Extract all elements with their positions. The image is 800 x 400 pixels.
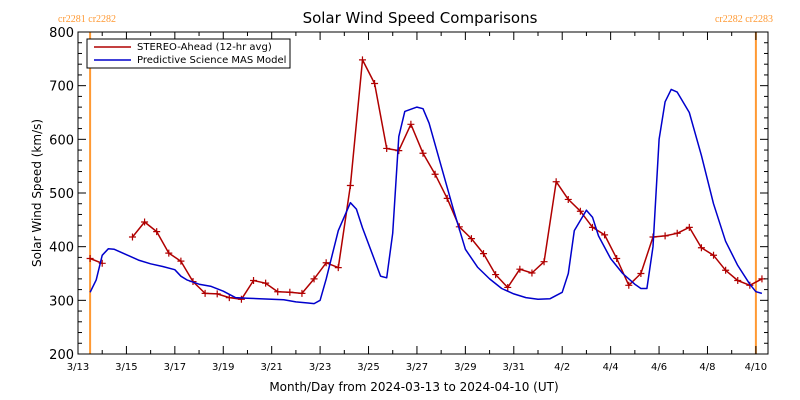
series-1-point-2-9 [225, 294, 233, 302]
y-tick-label-600: 600 [49, 133, 74, 148]
series-1-point-2-33 [516, 265, 524, 273]
series-1-point-2-41 [613, 254, 621, 262]
series-1-point-2-21 [371, 80, 379, 88]
series-1-point-2-36 [552, 178, 560, 186]
series-1-point-2-11 [250, 276, 258, 284]
series-1-point-2-3 [153, 228, 161, 236]
series-1-point-2-19 [346, 181, 354, 189]
y-axis-label: Solar Wind Speed (km/s) [30, 119, 44, 267]
x-tick-label-3-27: 3/27 [406, 362, 428, 373]
y-tick-label-400: 400 [49, 241, 74, 256]
series-1-point-2-47 [685, 223, 693, 231]
plot-layer [86, 32, 766, 354]
y-tick-label-300: 300 [49, 294, 74, 309]
series-1-point-2-38 [576, 207, 584, 215]
x-tick-label-4-10: 4/10 [745, 362, 767, 373]
x-tick-label-3-15: 3/15 [115, 362, 137, 373]
legend-label-model: Predictive Science MAS Model [137, 55, 286, 66]
x-tick-label-4-8: 4/8 [699, 362, 715, 373]
y-tick-label-500: 500 [49, 187, 74, 202]
series-1-point-1-1 [86, 254, 94, 262]
x-tick-label-3-21: 3/21 [260, 362, 282, 373]
legend: STEREO-Ahead (12-hr avg) Predictive Scie… [86, 38, 291, 69]
series-1-point-2-24 [407, 120, 415, 128]
y-tick-label-800: 800 [49, 26, 74, 41]
series-1-point-2-43 [637, 270, 645, 277]
x-tick-label-4-2: 4/2 [554, 362, 570, 373]
series-1-point-2-4 [165, 249, 173, 257]
x-tick-label-3-25: 3/25 [357, 362, 379, 373]
series-1-point-2-14 [286, 288, 294, 296]
series-1-point-2-46 [673, 229, 681, 237]
series-1-point-2-20 [358, 56, 366, 64]
series-1-point-2-29 [467, 235, 475, 243]
series-1-point-2-32 [504, 283, 512, 291]
x-tick-label-3-13: 3/13 [67, 362, 89, 373]
carrington-label-left: cr2281 cr2282 [58, 14, 116, 25]
series-1-point-2-40 [601, 231, 609, 239]
series-1-point-2-16 [310, 275, 318, 283]
y-axis-ticks: 200 300 400 500 600 700 800 [49, 26, 768, 363]
series-2-line-segment-1 [89, 88, 763, 305]
series-1-point-2-45 [661, 232, 669, 240]
series-1-point-2-12 [262, 279, 270, 287]
series-1-point-2-51 [734, 276, 742, 284]
series-1-point-2-13 [274, 288, 282, 296]
series-1-point-2-22 [383, 144, 391, 152]
series-1-point-2-50 [722, 266, 730, 274]
series-1-point-2-48 [697, 244, 705, 252]
series-1-point-2-31 [492, 271, 500, 279]
x-axis-ticks: 3/13 3/15 3/17 3/19 3/21 3/23 3/25 3/27 3/29 3/31… [67, 32, 767, 373]
series-1-point-2-35 [540, 258, 548, 266]
series-1-point-2-5 [177, 257, 185, 265]
series-1-point-2-30 [480, 250, 488, 258]
y-tick-label-200: 200 [49, 348, 74, 363]
x-tick-label-3-29: 3/29 [454, 362, 476, 373]
series-1-point-2-7 [201, 289, 209, 297]
series-1-point-2-39 [588, 223, 596, 231]
series-1-point-2-8 [213, 290, 221, 298]
series-1-point-2-17 [322, 259, 330, 267]
x-tick-label-3-19: 3/19 [212, 362, 234, 373]
x-tick-label-3-23: 3/23 [309, 362, 331, 373]
series-1-point-2-25 [419, 149, 427, 157]
y-tick-label-700: 700 [49, 80, 74, 95]
x-tick-label-4-4: 4/4 [603, 362, 619, 373]
series-1-point-2-34 [528, 269, 536, 277]
legend-box [86, 38, 291, 69]
series-1-point-2-37 [564, 195, 572, 203]
x-tick-label-3-17: 3/17 [164, 362, 186, 373]
series-1-point-2-26 [431, 170, 439, 178]
series-1-point-2-42 [625, 281, 633, 289]
carrington-label-right: cr2282 cr2283 [715, 14, 773, 25]
series-1-point-2-49 [710, 251, 718, 259]
x-tick-label-4-6: 4/6 [651, 362, 667, 373]
series-1-point-2-1 [128, 233, 136, 241]
series-1-point-2-15 [298, 289, 306, 297]
series-1-point-2-10 [237, 295, 245, 303]
x-tick-label-3-31: 3/31 [503, 362, 525, 373]
series-1-point-2-2 [141, 218, 149, 226]
chart-title: Solar Wind Speed Comparisons [303, 9, 538, 27]
series-1-point-2-18 [334, 264, 342, 272]
legend-label-stereo: STEREO-Ahead (12-hr avg) [137, 42, 272, 53]
x-axis-label: Month/Day from 2024-03-13 to 2024-04-10 … [269, 380, 558, 394]
